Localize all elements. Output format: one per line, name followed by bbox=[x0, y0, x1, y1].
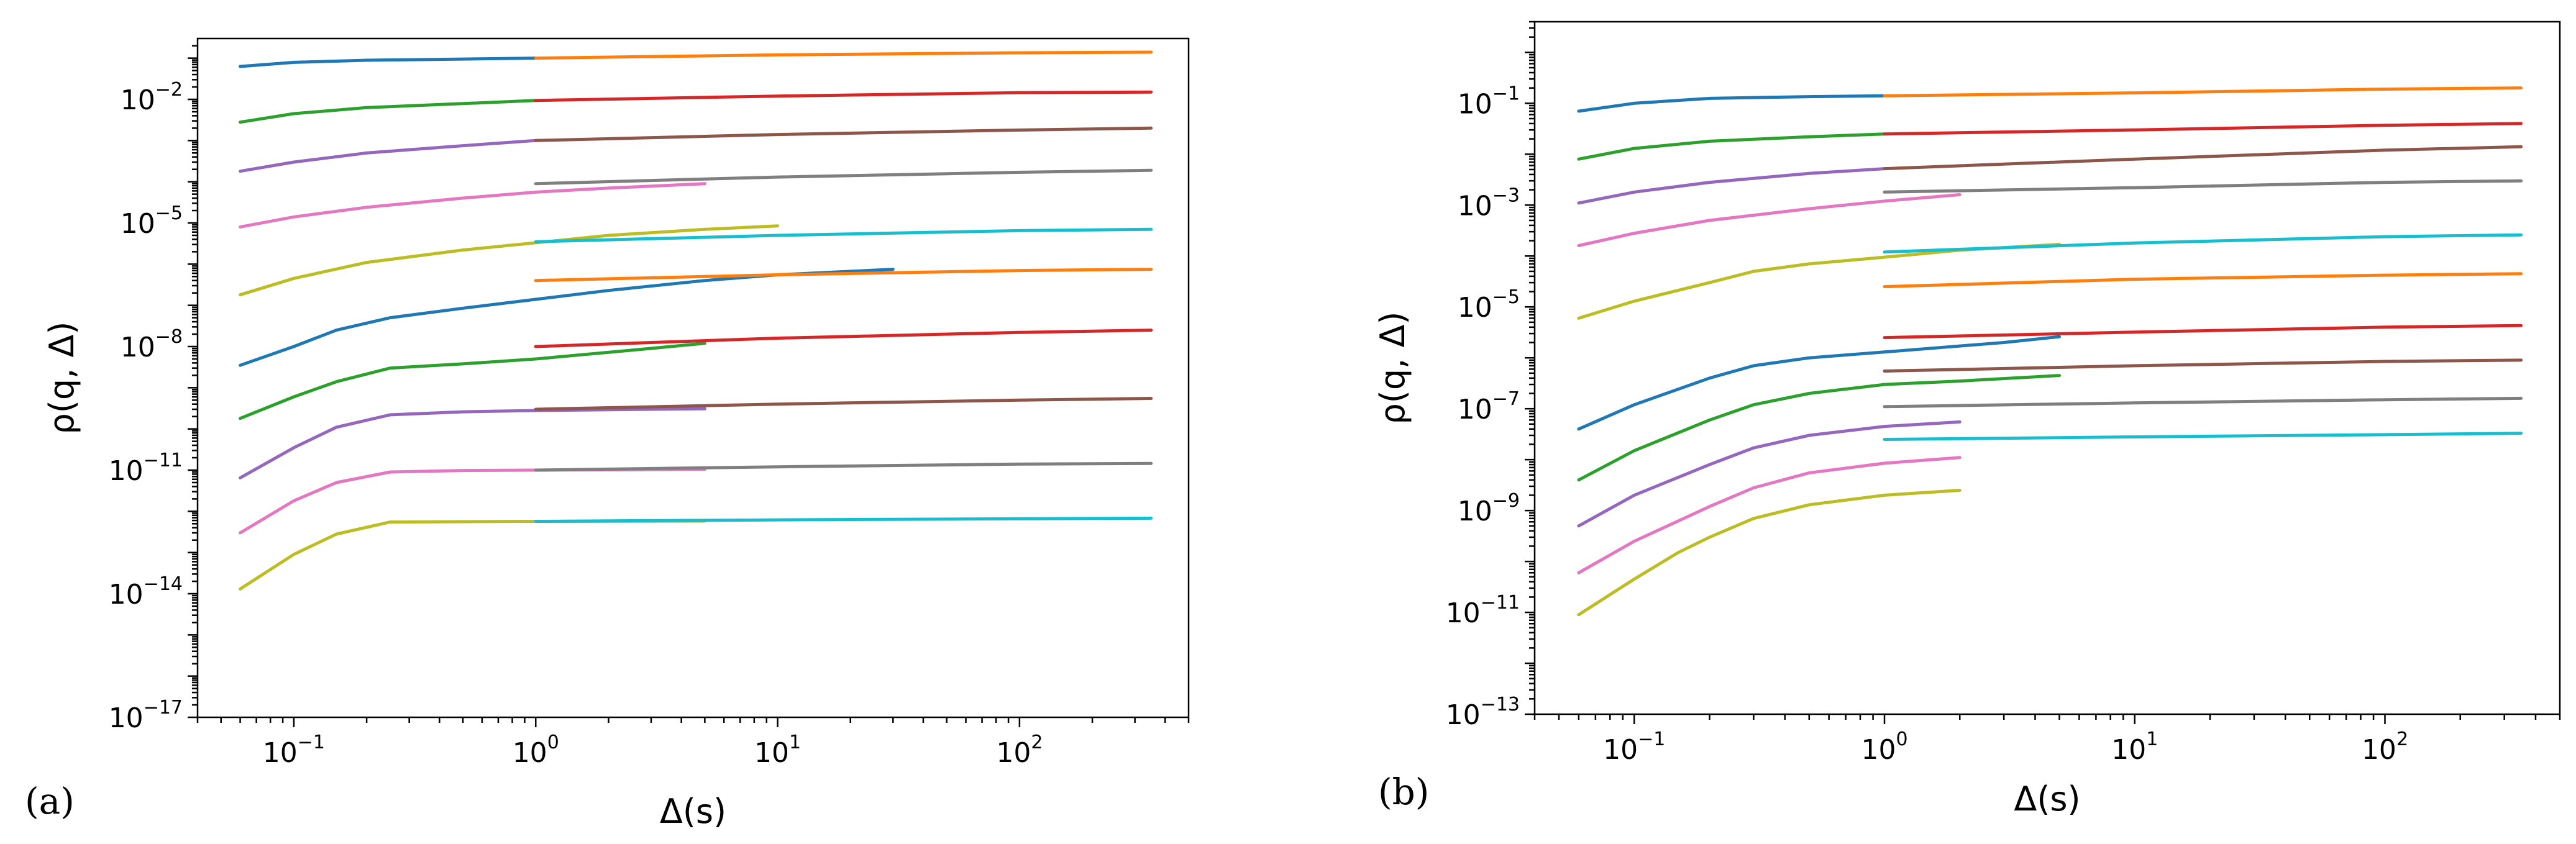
series-line-14 bbox=[534, 168, 1153, 186]
series-line-13 bbox=[534, 126, 1153, 142]
series-line-2 bbox=[1577, 132, 1886, 161]
series-line-6 bbox=[1577, 335, 2061, 431]
y-tick-label: 10−11 bbox=[1446, 592, 1520, 629]
series-line-20 bbox=[534, 516, 1153, 523]
series-line-12 bbox=[534, 90, 1153, 102]
x-axis-label: Δ(s) bbox=[2014, 779, 2080, 819]
plot-frame bbox=[1533, 20, 2561, 715]
y-tick-label: 10−8 bbox=[121, 326, 183, 363]
series-line-11 bbox=[534, 50, 1153, 60]
series-line-7 bbox=[1577, 374, 2061, 482]
series-line-15 bbox=[1883, 233, 2523, 254]
y-axis-label: ρ(q, Δ) bbox=[42, 322, 81, 435]
series-line-1 bbox=[239, 57, 537, 68]
y-tick-label: 10−2 bbox=[121, 79, 183, 116]
series-line-11 bbox=[1883, 86, 2523, 98]
y-tick-label: 10−1 bbox=[1458, 83, 1520, 120]
series-line-4 bbox=[1577, 193, 1962, 247]
x-tick-label: 100 bbox=[1861, 728, 1907, 766]
y-axis-label: ρ(q, Δ) bbox=[1373, 312, 1412, 425]
chart-panel-b: 10−1 100 101 102 10−1 10−3 10−5 10−7 10−9 10−11 10… bbox=[1373, 20, 2561, 819]
series-line-8 bbox=[1577, 420, 1962, 528]
series-line-16 bbox=[1883, 272, 2523, 289]
series-line-3 bbox=[239, 138, 537, 173]
x-tick-label: 102 bbox=[996, 732, 1043, 769]
series-line-18 bbox=[534, 397, 1153, 411]
series-line-20 bbox=[1883, 432, 2523, 441]
series-line-4 bbox=[239, 182, 706, 229]
y-tick-label: 10−9 bbox=[1458, 490, 1520, 527]
y-tick-label: 10−3 bbox=[1458, 184, 1520, 222]
y-tick-label: 10−5 bbox=[121, 202, 183, 240]
series-line-17 bbox=[534, 329, 1153, 348]
series-line-9 bbox=[239, 468, 706, 535]
series-line-10 bbox=[1577, 489, 1962, 617]
chart-panel-a: 10−1 100 101 102 10−2 10−5 10−8 10−11 10−14 10−17… bbox=[25, 37, 1190, 831]
x-tick-label: 100 bbox=[513, 732, 559, 769]
x-tick-label: 10−1 bbox=[1603, 728, 1665, 766]
series-line-19 bbox=[534, 461, 1153, 472]
series-line-13 bbox=[1883, 145, 2523, 171]
series-line-16 bbox=[534, 268, 1153, 283]
series-line-5 bbox=[239, 224, 780, 297]
panel-label: (a) bbox=[25, 780, 75, 822]
series-line-2 bbox=[239, 99, 537, 124]
x-tick-label: 101 bbox=[754, 732, 801, 769]
series-line-9 bbox=[1577, 456, 1962, 574]
series-line-12 bbox=[1883, 122, 2523, 136]
y-tick-label: 10−7 bbox=[1458, 388, 1520, 425]
series-line-15 bbox=[534, 227, 1153, 243]
y-tick-label: 10−5 bbox=[1458, 286, 1520, 324]
series-line-1 bbox=[1577, 94, 1886, 113]
series-line-5 bbox=[1577, 242, 2061, 320]
y-tick-label: 10−14 bbox=[109, 573, 183, 610]
series-line-6 bbox=[239, 268, 895, 367]
x-axis-label: Δ(s) bbox=[660, 792, 726, 831]
y-tick-label: 10−11 bbox=[109, 450, 183, 487]
x-tick-label: 101 bbox=[2111, 728, 2158, 766]
series-line-7 bbox=[239, 342, 706, 420]
series-line-10 bbox=[239, 519, 706, 591]
series-line-18 bbox=[1883, 358, 2523, 373]
x-tick-label: 10−1 bbox=[263, 732, 325, 769]
plot-frame bbox=[196, 37, 1190, 719]
series-line-3 bbox=[1577, 167, 1886, 205]
panel-label: (b) bbox=[1378, 771, 1429, 813]
series-line-14 bbox=[1883, 179, 2523, 194]
y-tick-label: 10−17 bbox=[109, 697, 183, 734]
y-tick-label: 10−13 bbox=[1446, 694, 1520, 731]
series-line-17 bbox=[1883, 324, 2523, 340]
series-line-19 bbox=[1883, 396, 2523, 409]
x-tick-label: 102 bbox=[2362, 728, 2408, 766]
